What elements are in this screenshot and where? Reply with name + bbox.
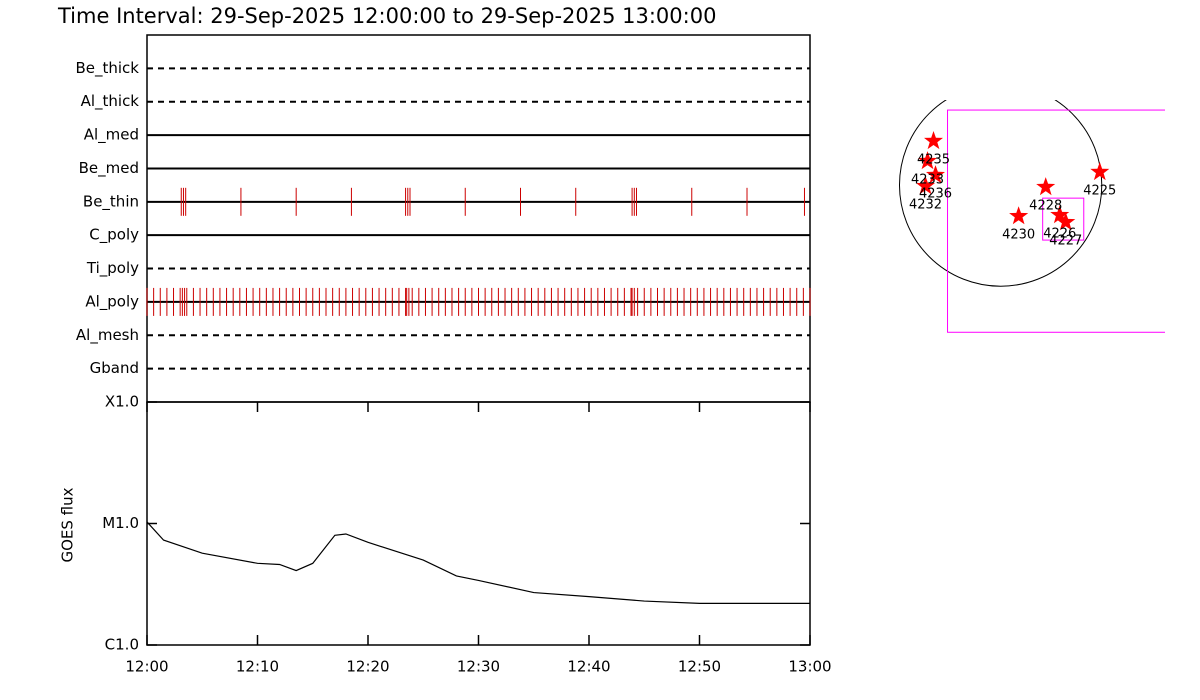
region-label: 4233: [911, 173, 944, 188]
region-star: [924, 131, 943, 150]
map: [899, 100, 1165, 333]
x-tick-label: 12:50: [678, 658, 721, 676]
row-label: Al_thick: [81, 92, 140, 111]
region-star: [1090, 162, 1110, 181]
row-label: C_poly: [89, 226, 139, 245]
y-tick-label: M1.0: [102, 514, 139, 532]
region-label: 4230: [1002, 228, 1035, 243]
region-star: [1050, 205, 1070, 224]
region-label: 4225: [1083, 184, 1116, 199]
region-label: 4227: [1049, 234, 1082, 249]
x-tick-label: 12:30: [457, 658, 500, 676]
region-star: [1056, 212, 1076, 231]
x-tick-label: 12:40: [567, 658, 610, 676]
row-label: Be_thin: [83, 192, 139, 211]
x-tick-label: 13:00: [788, 658, 831, 676]
fov-box: [947, 109, 1165, 333]
timeline-frame: [146, 34, 811, 403]
region-label: 4226: [1043, 227, 1076, 242]
region-label: 4236: [919, 187, 952, 202]
region-label: 4235: [917, 153, 950, 168]
region-star: [1036, 177, 1056, 196]
x-tick-label: 12:00: [125, 658, 168, 676]
x-tick-label: 12:10: [236, 658, 279, 676]
y-axis-label: GOES flux: [59, 487, 77, 562]
region-star: [916, 176, 935, 195]
y-tick-label: C1.0: [105, 636, 139, 654]
row-label: Ti_poly: [86, 259, 139, 278]
fov-box: [1042, 197, 1085, 241]
region-star: [918, 151, 937, 170]
row-label: Gband: [90, 359, 139, 377]
row-label: Be_thick: [75, 59, 139, 78]
row-label: Be_med: [79, 159, 139, 178]
x-tick-label: 12:20: [346, 658, 389, 676]
goes-frame: [146, 401, 811, 646]
region-label: 4228: [1029, 199, 1062, 214]
row-label: Al_med: [84, 126, 139, 145]
title: Time Interval: 29-Sep-2025 12:00:00 to 2…: [57, 4, 716, 28]
solar-disk: [899, 100, 1103, 287]
y-tick-label: X1.0: [105, 393, 139, 411]
goes-curve: [146, 521, 810, 604]
region-star: [926, 165, 945, 184]
region-label: 4232: [909, 198, 942, 213]
region-star: [1009, 206, 1029, 225]
row-label: Al_poly: [85, 292, 139, 311]
row-label: Al_mesh: [76, 326, 139, 345]
